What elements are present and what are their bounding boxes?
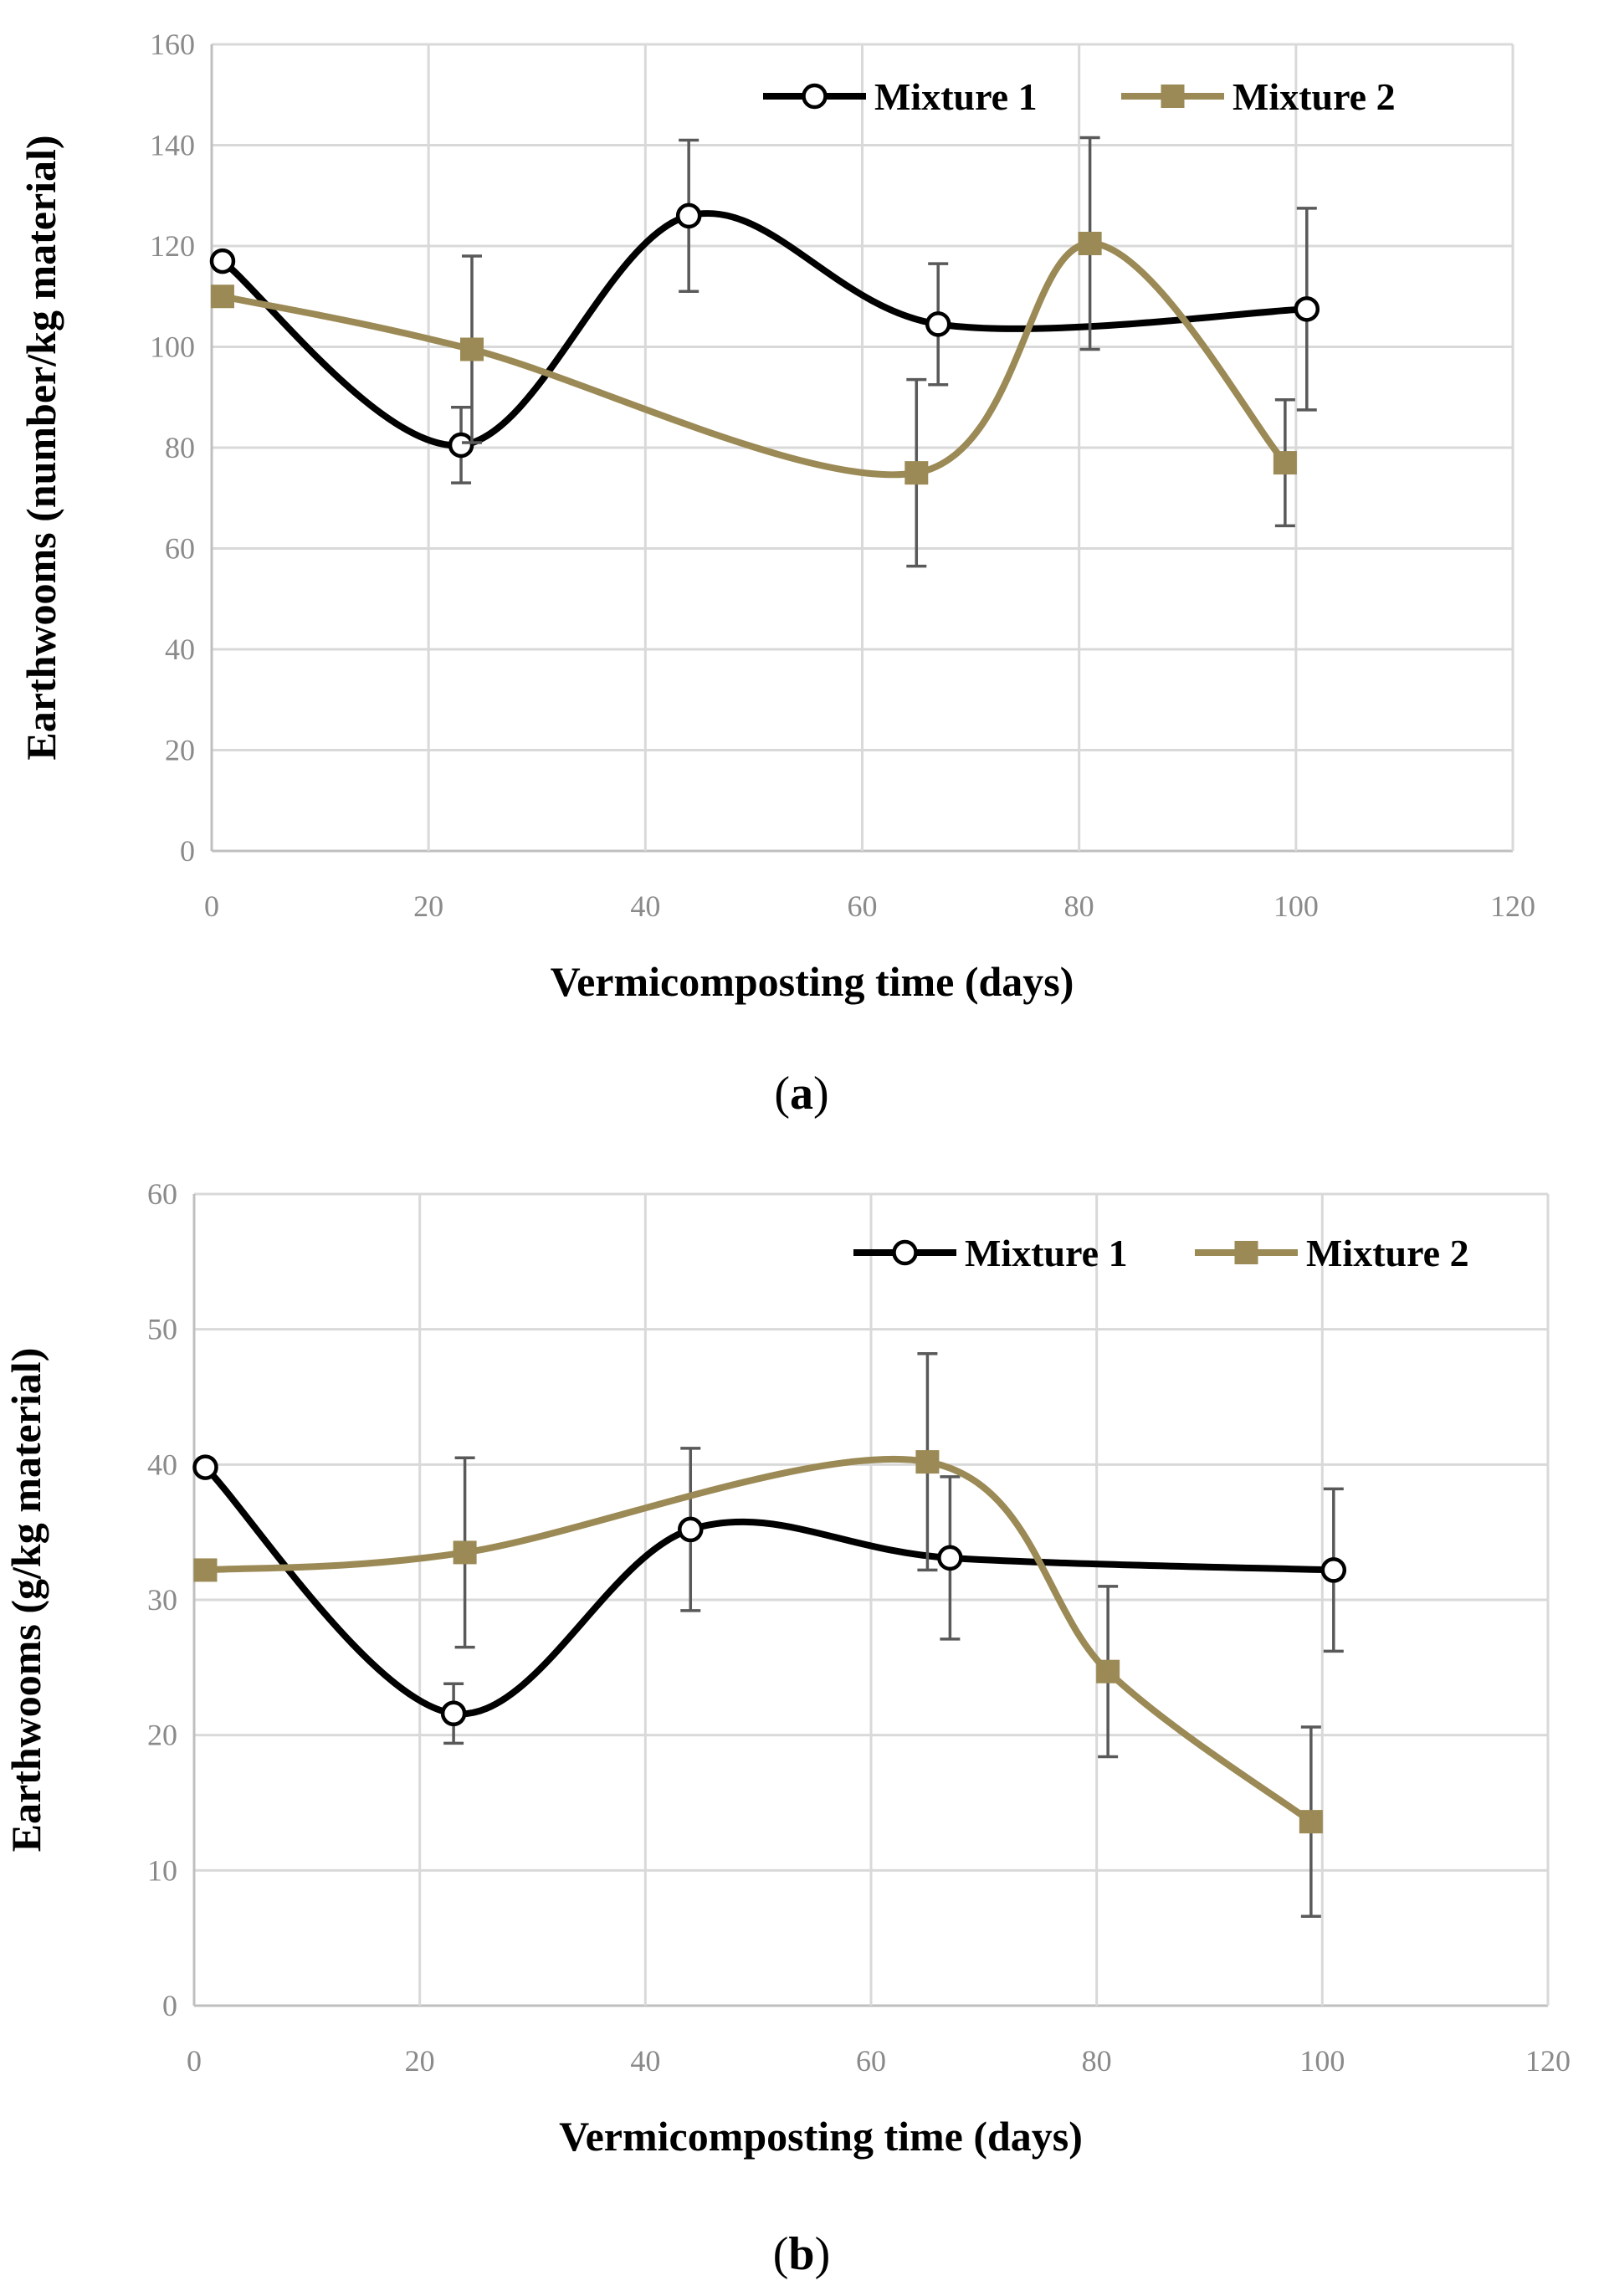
x-tick-label: 80 (1082, 2044, 1112, 2078)
y-tick-label: 20 (165, 734, 195, 767)
y-tick-label: 160 (150, 28, 195, 61)
y-tick-label: 30 (147, 1583, 177, 1617)
data-point-marker (1096, 1659, 1120, 1684)
y-tick-label: 40 (147, 1448, 177, 1481)
data-point-marker (1273, 451, 1297, 475)
x-tick-label: 0 (187, 2044, 202, 2078)
data-point-marker (915, 1450, 940, 1474)
data-point-marker (210, 284, 234, 309)
x-tick-label: 40 (630, 889, 660, 923)
y-tick-label: 0 (162, 1989, 177, 2022)
data-point-marker (937, 1545, 963, 1571)
data-point-marker (1320, 1557, 1347, 1583)
y-tick-label: 60 (147, 1177, 177, 1211)
data-point-marker (1294, 296, 1320, 322)
x-axis-label: Vermicomposting time (days) (551, 958, 1074, 1005)
series-line (202, 1455, 1314, 1826)
y-tick-label: 50 (147, 1313, 177, 1346)
data-point-marker (193, 1558, 218, 1582)
legend-marker (1161, 85, 1185, 108)
series-line (202, 1463, 1337, 1718)
series-mixture-1 (209, 138, 1320, 484)
x-tick-label: 60 (848, 889, 878, 923)
x-tick-label: 100 (1299, 2044, 1345, 2078)
x-axis-label: Vermicomposting time (days) (559, 2113, 1083, 2160)
x-tick-label: 40 (630, 2044, 660, 2078)
panel-label: (a) (774, 1068, 828, 1120)
data-point-marker (460, 337, 484, 361)
data-point-marker (453, 1540, 477, 1565)
legend-marker (1234, 1241, 1258, 1264)
y-axis-label: Earthwooms (number/kg material) (18, 135, 64, 760)
data-point-marker (192, 1454, 218, 1480)
series-mixture-2 (210, 136, 1297, 568)
series-mixture-2 (193, 1352, 1323, 1919)
x-tick-label: 100 (1273, 889, 1319, 923)
legend: Mixture 1 Mixture 2 (763, 75, 1396, 118)
chart-panel-b: 0 10 20 30 40 50 60 0 20 40 60 80 100 120 Vermicompost… (3, 1177, 1571, 2280)
y-tick-label: 120 (150, 229, 195, 263)
legend-label: Mixture 2 (1232, 75, 1396, 118)
panel-label: (b) (773, 2228, 830, 2280)
y-tick-label: 20 (147, 1719, 177, 1752)
y-tick-label: 60 (165, 532, 195, 566)
data-point-marker (925, 311, 951, 337)
series-mixture-1 (192, 1447, 1347, 1745)
data-point-marker (904, 461, 929, 485)
x-tick-label: 20 (405, 2044, 435, 2078)
gridlines (210, 43, 1514, 853)
y-tick-label: 40 (165, 633, 195, 666)
data-point-marker (209, 248, 236, 274)
data-point-marker (1299, 1810, 1323, 1834)
x-tick-label: 20 (413, 889, 443, 923)
data-point-marker (1078, 231, 1102, 255)
y-tick-label: 140 (150, 129, 195, 162)
x-tick-label: 120 (1525, 2044, 1571, 2078)
legend-label: Mixture 2 (1306, 1232, 1469, 1274)
legend-marker (892, 1239, 918, 1266)
legend: Mixture 1 Mixture 2 (853, 1232, 1469, 1274)
data-point-marker (678, 1516, 704, 1543)
data-point-marker (440, 1700, 467, 1727)
y-axis-label: Earthwooms (g/kg material) (3, 1348, 49, 1853)
x-tick-label: 120 (1490, 889, 1535, 923)
y-tick-label: 0 (180, 834, 195, 868)
chart-panel-a: 0 20 40 60 80 100 120 140 160 0 20 40 60 80 100 120 Verm… (18, 28, 1535, 1120)
y-tick-label: 10 (147, 1853, 177, 1887)
x-tick-label: 60 (856, 2044, 886, 2078)
data-point-marker (448, 432, 474, 459)
gridlines (192, 1192, 1550, 2007)
x-tick-label: 80 (1064, 889, 1094, 923)
data-point-marker (675, 202, 702, 229)
y-tick-label: 80 (165, 431, 195, 464)
legend-marker (802, 83, 828, 110)
series-line (218, 239, 1289, 479)
legend-label: Mixture 1 (965, 1232, 1128, 1274)
y-tick-label: 100 (150, 331, 195, 364)
legend-label: Mixture 1 (874, 75, 1038, 118)
x-tick-label: 0 (204, 889, 219, 923)
